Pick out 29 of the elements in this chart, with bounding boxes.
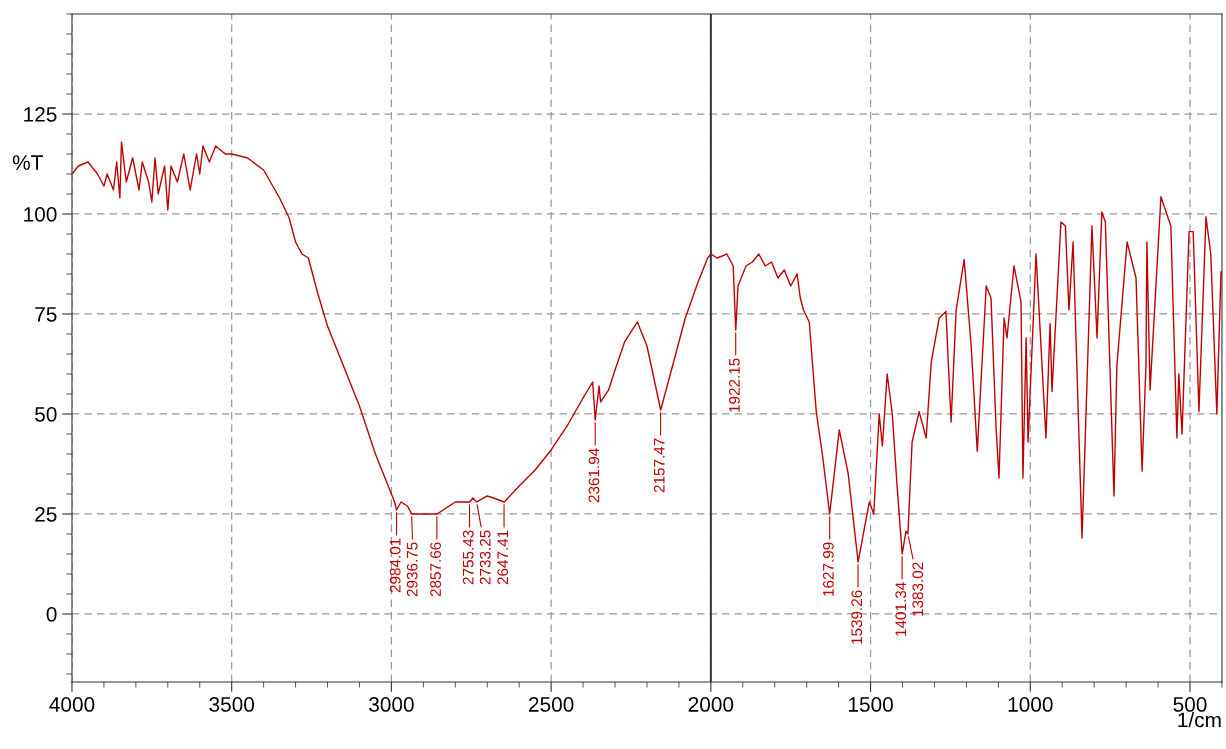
annotation: 1922.15 [729,358,740,412]
y-tick-label: 75 [35,307,57,322]
annotation: 2361.94 [588,448,600,503]
y-tick-label: 0 [46,606,57,622]
annotation: 2733.25 [479,530,491,585]
y-tick-label: 100 [24,207,57,222]
x-tick-label: 2500 [529,697,574,712]
x-tick-label: 500 [1173,697,1207,712]
annotation: 1539.26 [851,590,863,644]
annotation: 2647.41 [497,530,509,585]
x-tick-label: 4000 [49,697,95,712]
annotation: 2755.43 [462,530,474,585]
annotation: 1383.02 [912,562,924,616]
y-axis-title: %T [12,155,43,170]
y-tick-label: 50 [35,406,57,422]
x-tick-label: 1500 [848,697,893,712]
annotation: 2157.47 [653,438,665,493]
annotation: 2857.66 [430,542,441,597]
annotation: 2984.01 [389,538,401,593]
x-tick-label: 2000 [688,697,734,712]
x-tick-label: 3500 [209,697,255,712]
annotation: 2936.75 [406,542,418,597]
x-axis-title: 1/cm [1178,712,1221,728]
x-tick-label: 3000 [369,697,414,712]
y-tick-label: 125 [24,107,57,122]
annotation: 1401.34 [895,582,907,636]
annotation: 1627.99 [822,542,834,596]
x-tick-label: 1000 [1008,697,1053,712]
y-tick-label: 25 [35,506,57,522]
